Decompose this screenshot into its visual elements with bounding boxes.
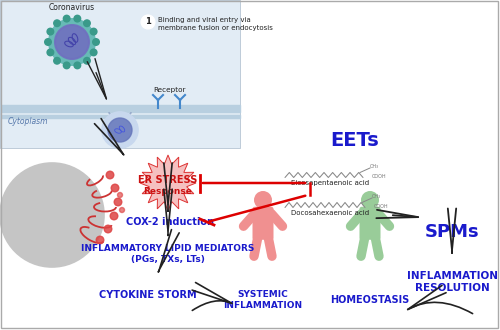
Text: CYTOKINE STORM: CYTOKINE STORM — [99, 290, 197, 300]
Circle shape — [111, 184, 119, 192]
Circle shape — [62, 61, 70, 69]
Text: EETs: EETs — [330, 130, 380, 149]
Circle shape — [53, 19, 61, 27]
FancyBboxPatch shape — [0, 0, 240, 148]
Text: Response: Response — [144, 186, 192, 195]
Circle shape — [90, 28, 98, 36]
Circle shape — [102, 112, 138, 148]
Circle shape — [48, 18, 96, 66]
Circle shape — [0, 163, 104, 267]
Circle shape — [55, 25, 89, 59]
FancyBboxPatch shape — [360, 207, 380, 240]
Circle shape — [53, 57, 61, 65]
Circle shape — [361, 191, 379, 209]
Circle shape — [120, 208, 124, 213]
Polygon shape — [140, 155, 196, 211]
Text: SYSTEMIC
INFLAMMATION: SYSTEMIC INFLAMMATION — [224, 290, 302, 310]
Circle shape — [90, 49, 98, 56]
Text: INFLAMMATION
RESOLUTION: INFLAMMATION RESOLUTION — [406, 271, 498, 293]
Text: Receptor: Receptor — [153, 87, 185, 93]
Circle shape — [104, 225, 112, 233]
Circle shape — [110, 212, 118, 220]
Circle shape — [118, 192, 122, 197]
Text: SPMs: SPMs — [424, 223, 480, 241]
Circle shape — [254, 191, 272, 209]
Circle shape — [96, 236, 104, 244]
Circle shape — [83, 19, 91, 27]
Text: COX-2 induction: COX-2 induction — [126, 217, 214, 227]
Circle shape — [62, 15, 70, 22]
Text: Docosahexaenoic acid: Docosahexaenoic acid — [291, 210, 369, 216]
Text: Binding and viral entry via
membrane fusion or endocytosis: Binding and viral entry via membrane fus… — [158, 17, 273, 31]
Text: ER STRESS: ER STRESS — [138, 175, 198, 185]
Circle shape — [44, 38, 52, 46]
Text: COOH: COOH — [372, 175, 386, 180]
Text: CH₃: CH₃ — [370, 164, 379, 170]
Text: CH₃: CH₃ — [372, 194, 381, 200]
Circle shape — [114, 198, 122, 206]
Text: Eicosapentaenoic acid: Eicosapentaenoic acid — [291, 180, 369, 186]
Circle shape — [108, 118, 132, 142]
Circle shape — [92, 38, 100, 46]
Circle shape — [74, 61, 82, 69]
FancyBboxPatch shape — [252, 207, 274, 240]
Text: Cytoplasm: Cytoplasm — [8, 117, 48, 126]
Text: COOH: COOH — [374, 205, 388, 210]
Text: Coronavirus: Coronavirus — [49, 3, 95, 12]
Circle shape — [83, 57, 91, 65]
Text: INFLAMMATORY LIPID MEDIATORS
(PGs, TXs, LTs): INFLAMMATORY LIPID MEDIATORS (PGs, TXs, … — [82, 244, 254, 264]
Circle shape — [74, 15, 82, 22]
Circle shape — [46, 49, 54, 56]
Circle shape — [141, 15, 155, 29]
Circle shape — [106, 171, 114, 179]
Text: 1: 1 — [145, 17, 151, 26]
Text: HOMEOSTASIS: HOMEOSTASIS — [330, 295, 409, 305]
Circle shape — [46, 28, 54, 36]
